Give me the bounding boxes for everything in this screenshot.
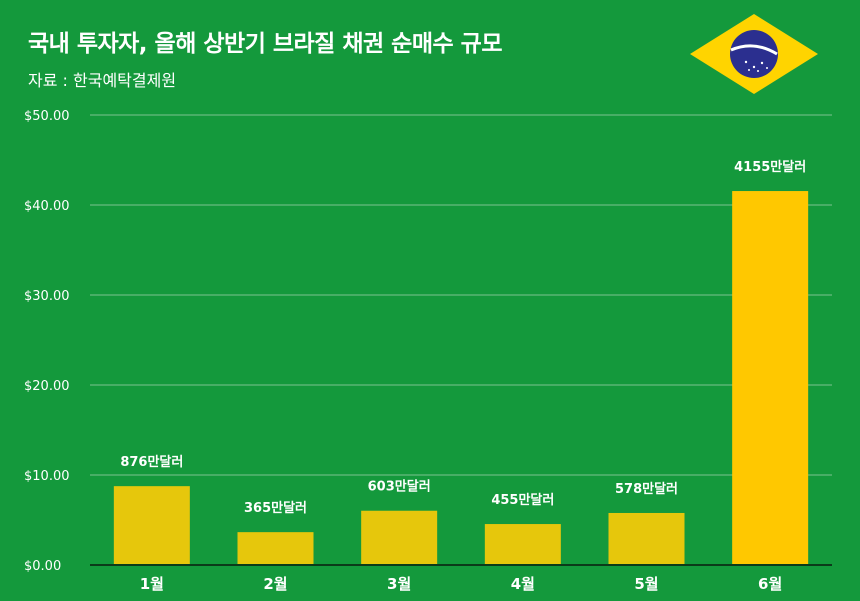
x-tick-label: 5월 [634, 575, 658, 593]
bar [237, 532, 314, 565]
x-tick-label: 3월 [387, 575, 411, 593]
bar [732, 191, 809, 566]
bar [113, 486, 190, 565]
y-tick-label: $10.00 [24, 469, 70, 484]
y-tick-label: $40.00 [24, 199, 70, 214]
chart-title: 국내 투자자, 올해 상반기 브라질 채권 순매수 규모 [28, 31, 503, 57]
data-label: 455만달러 [491, 492, 554, 508]
chart-source: 자료 : 한국예탁결제원 [28, 71, 177, 90]
data-label: 365만달러 [244, 500, 307, 516]
bar [361, 510, 438, 565]
x-tick-label: 6월 [758, 575, 782, 593]
y-tick-label: $50.00 [24, 109, 70, 124]
bar [608, 512, 685, 565]
data-label: 4155만달러 [734, 159, 806, 175]
brazil-flag-icon [688, 12, 820, 96]
data-label: 603만달러 [368, 479, 431, 495]
y-tick-label: $0.00 [24, 559, 61, 574]
x-tick-label: 2월 [263, 575, 287, 593]
y-tick-label: $20.00 [24, 379, 70, 394]
x-tick-label: 1월 [140, 575, 164, 593]
y-tick-label: $30.00 [24, 289, 70, 304]
bar [484, 524, 561, 565]
data-label: 578만달러 [615, 481, 678, 497]
data-label: 876만달러 [120, 454, 183, 470]
x-tick-label: 4월 [511, 575, 535, 593]
